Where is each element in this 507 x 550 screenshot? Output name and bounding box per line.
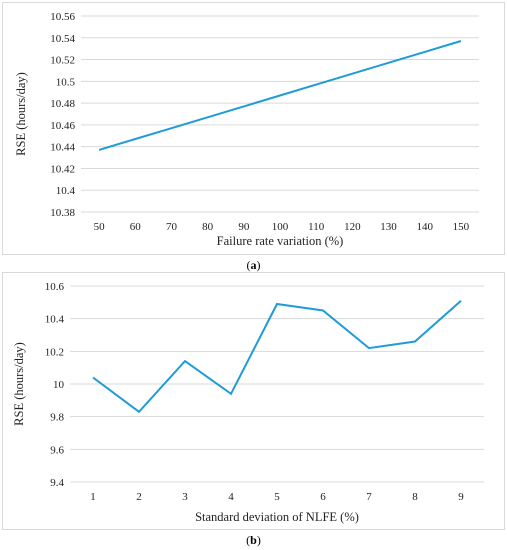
chart1-ytick-label: 10.6 [45,281,65,293]
chart0-xtick-label: 130 [380,221,397,233]
chart1-xtick-label: 6 [320,491,326,503]
chart0-ytick-label: 10.54 [50,33,75,45]
chart0-xtick-label: 90 [238,221,250,233]
chart1-xtick-label: 4 [228,491,234,503]
chart0-xtick-label: 140 [416,221,433,233]
chart-a-svg: 10.38 10.4 10.42 10.44 10.46 10.48 10.5 10.52 10… [14,11,479,248]
chart-a-caption-letter: a [250,258,257,272]
chart-b-caption-letter: b [250,533,257,547]
chart1-ytick-label: 10.4 [45,314,65,326]
chart1-ytick-label: 9.6 [50,444,64,456]
chart0-xtick-label: 120 [344,221,361,233]
chart0-xtick-label: 80 [202,221,214,233]
chart0-series-line [98,40,462,151]
chart1-xtick-label: 2 [136,491,142,503]
chart0-xtick-label: 70 [166,221,178,233]
chart0-ytick-label: 10.48 [50,98,75,110]
chart0-ytick-label: 10.46 [50,120,75,132]
chart1-xtick-label: 3 [182,491,188,503]
chart1-xtick-label: 9 [458,491,464,503]
chart1-y-axis-title: RSE (hours/day) [12,342,26,426]
chart0-xtick-label: 60 [130,221,142,233]
chart-panel-a: 10.38 10.4 10.42 10.44 10.46 10.48 10.5 10.52 10… [2,2,505,255]
chart0-y-axis-title: RSE (hours/day) [14,72,28,156]
chart1-ytick-label: 9.4 [50,477,64,489]
chart0-ytick-label: 10.56 [50,11,75,23]
chart1-xtick-label: 7 [366,491,372,503]
chart0-xtick-label: 100 [272,221,289,233]
chart-a-caption: (a) [246,258,261,272]
chart0-xtick-label: 50 [94,221,106,233]
chart1-series-line [92,299,462,414]
chart0-ytick-label: 10.42 [50,163,75,175]
chart0-xtick-label: 150 [453,221,470,233]
chart1-ytick-label: 9.8 [50,412,64,424]
chart1-ytick-label: 10.2 [45,346,64,358]
chart1-x-axis-title: Standard deviation of NLFE (%) [195,510,359,524]
chart0-ytick-label: 10.44 [50,142,75,154]
chart0-ytick-label: 10.5 [56,76,76,88]
chart0-ytick-label: 10.4 [56,185,76,197]
chart0-x-axis-title: Failure rate variation (%) [217,234,344,248]
chart0-xtick-label: 110 [308,221,325,233]
chart1-xtick-label: 5 [274,491,280,503]
chart1-xtick-label: 1 [90,491,96,503]
chart1-xtick-label: 8 [412,491,418,503]
chart-b-svg: 9.4 9.6 9.8 10 10.2 10.4 10.6 1 2 3 4 5 6 7 8 9 Standard… [12,281,484,524]
chart0-ytick-label: 10.38 [50,207,75,219]
chart0-ytick-label: 10.52 [50,55,75,67]
chart1-ytick-label: 10 [53,379,65,391]
chart-b-caption: (b) [246,533,261,547]
chart-panel-b: 9.4 9.6 9.8 10 10.2 10.4 10.6 1 2 3 4 5 6 7 8 9 Standard… [2,272,505,530]
